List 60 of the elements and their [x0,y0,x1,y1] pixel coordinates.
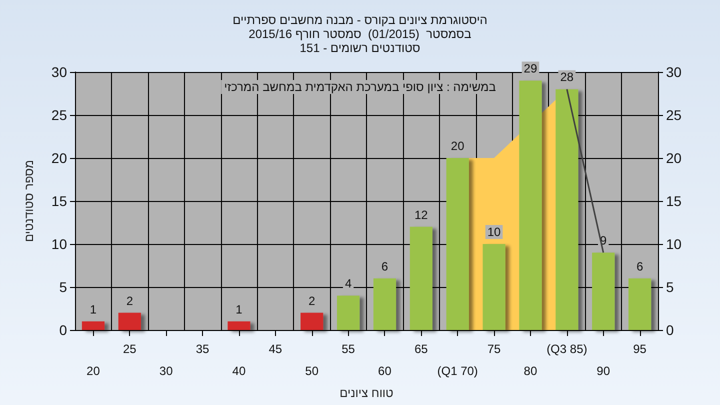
data-label: 2 [308,294,316,308]
bar [118,312,141,330]
x-tick-label: 50 [305,364,319,378]
y2-tick-label: 10 [666,236,682,252]
bar [628,278,652,330]
y-tick-label: 5 [59,279,68,295]
x-tick-label: 45 [268,342,282,356]
y2-tick-label: 15 [666,193,682,209]
chart-title: היסטוגרמת ציונים בקורס - מבנה מחשבים ספרתיים [232,13,488,27]
x-tick-label: 55 [342,342,356,356]
y-tick-label: 25 [51,107,68,123]
y2-tick-label: 5 [666,279,674,295]
y-tick-label: 30 [51,64,68,80]
y-tick-label: 15 [51,193,68,209]
x-tick-label: 40 [232,364,246,378]
data-label: 20 [450,139,465,153]
bar [482,244,506,330]
x-tick-label: 95 [633,342,647,356]
x-tick-label: 90 [596,364,610,378]
data-label: 28 [560,70,574,84]
data-label: 4 [344,276,352,291]
x-tick-label: 20 [86,364,100,378]
y2-tick-label: 20 [666,150,682,166]
data-label: 6 [636,259,644,274]
x-tick-label: (Q1 70) [437,364,478,378]
bar [556,89,578,330]
bar [519,80,542,330]
x-tick-label: 75 [487,342,502,356]
data-label: 1 [90,302,97,316]
x-tick-label: 30 [159,364,174,378]
y2-tick-label: 0 [666,322,674,338]
x-tick-label: 60 [378,364,392,378]
bar [228,321,250,330]
y-tick-label: 0 [59,322,68,338]
annotation: במשימה : ציון סופי במערכת האקדמית במחשב המרכזי [224,80,496,94]
y-tick-label: 20 [51,150,68,166]
bar [300,312,324,330]
x-tick-label: 65 [414,342,428,356]
x-tick-label: 35 [196,342,210,356]
bar [373,278,396,330]
data-label: 12 [414,208,428,222]
bar [336,296,360,330]
data-label: 1 [236,302,243,316]
y2-tick-label: 25 [666,107,682,123]
y-tick-label: 10 [51,236,68,252]
data-label: 29 [524,62,538,76]
y-axis-title: מספר סטודנטים [22,160,36,242]
bar [82,321,105,330]
data-label: 10 [487,225,502,239]
x-tick-label: (Q3 85) [546,342,588,356]
chart-subtitle: בסמסטר (01/2015) סמסטר חורף 2015/16 סטודנטים רשומים - 151 [248,27,472,55]
bar [410,226,432,330]
bar [446,158,469,330]
x-tick-label: 25 [122,342,137,356]
data-label: 6 [381,259,388,274]
bar [592,252,615,330]
x-tick-label: 80 [524,364,538,378]
y2-tick-label: 30 [666,64,682,80]
x-axis-title: טווח ציונים [340,386,394,400]
data-label: 2 [126,294,134,308]
